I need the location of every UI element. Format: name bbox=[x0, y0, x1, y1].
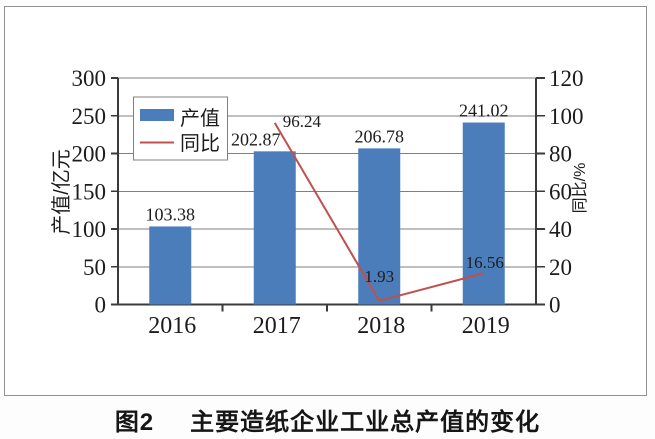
figure-caption-number: 图2 bbox=[114, 408, 155, 436]
figure-border-box bbox=[4, 6, 647, 396]
figure-caption: 图2 主要造纸企业工业总产值的变化 bbox=[0, 403, 655, 436]
figure-caption-title: 主要造纸企业工业总产值的变化 bbox=[190, 408, 541, 436]
